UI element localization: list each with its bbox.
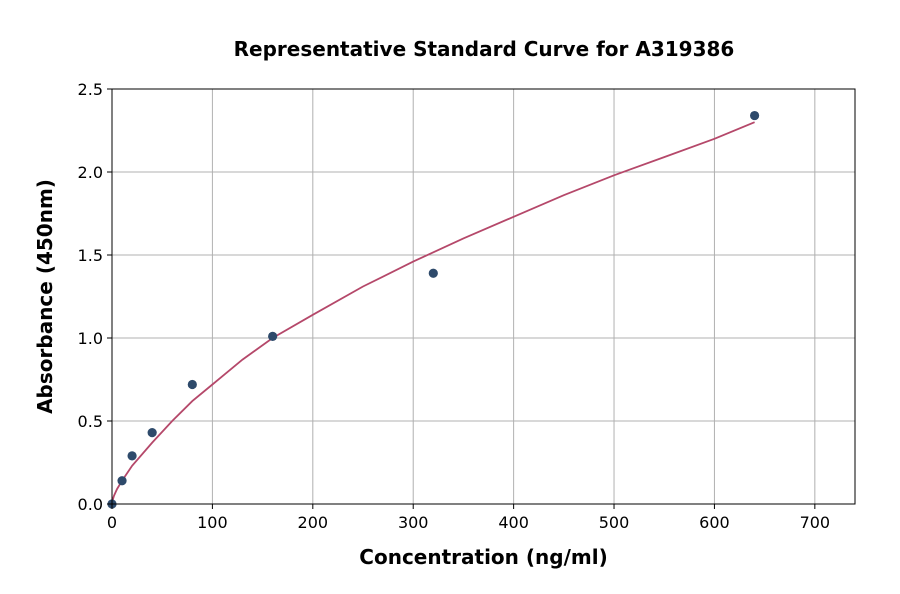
points-layer xyxy=(107,110,760,509)
grid-layer xyxy=(111,88,855,505)
ticks-layer: 0 100 200 300 400 500 600 700 0.0 0.5 1.0 1.5 2.0 2.5 xyxy=(78,80,831,532)
y-tick-label: 0.5 xyxy=(78,412,103,431)
x-tick-label: 200 xyxy=(298,513,329,532)
x-tick-label: 500 xyxy=(599,513,630,532)
y-tick-label: 0.0 xyxy=(78,495,103,514)
x-tick-label: 100 xyxy=(197,513,228,532)
x-axis-label: Concentration (ng/ml) xyxy=(359,545,607,569)
x-tick-label: 0 xyxy=(107,513,117,532)
fit-curve-line xyxy=(111,121,755,505)
data-point xyxy=(117,476,127,486)
y-tick-label: 2.5 xyxy=(78,80,103,99)
curve-layer xyxy=(111,121,755,505)
chart-title: Representative Standard Curve for A31938… xyxy=(234,37,735,61)
data-point xyxy=(428,268,438,278)
plot-frame xyxy=(111,88,856,505)
y-tick-label: 1.0 xyxy=(78,329,103,348)
x-tick-label: 400 xyxy=(498,513,529,532)
data-point xyxy=(127,451,137,461)
x-tick-label: 600 xyxy=(699,513,730,532)
y-axis-label: Absorbance (450nm) xyxy=(33,179,57,414)
data-point xyxy=(749,110,760,121)
data-point xyxy=(187,379,197,390)
y-tick-label: 2.0 xyxy=(78,163,103,182)
x-tick-label: 300 xyxy=(398,513,429,532)
x-tick-label: 700 xyxy=(800,513,831,532)
y-tick-label: 1.5 xyxy=(78,246,103,265)
data-point xyxy=(147,428,157,438)
data-point xyxy=(268,331,278,341)
